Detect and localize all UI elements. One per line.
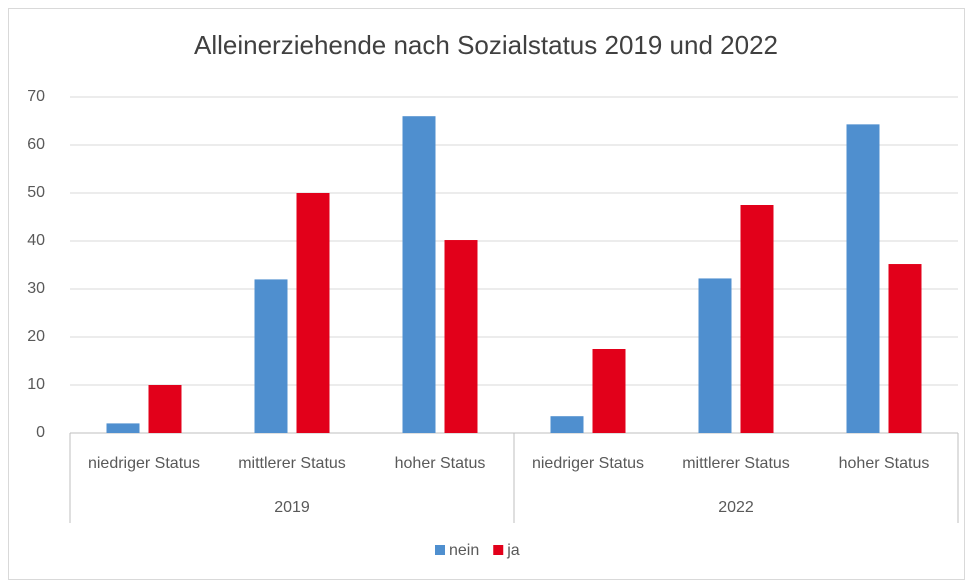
bar — [846, 124, 880, 434]
bar — [296, 193, 330, 433]
legend-swatch — [493, 545, 504, 555]
chart-title: Alleinerziehende nach Sozialstatus 2019 … — [194, 30, 778, 60]
group-label: 2022 — [718, 499, 754, 516]
bar — [698, 278, 732, 433]
bar — [740, 205, 774, 433]
x-tick-label: niedriger Status — [532, 455, 644, 472]
x-tick-label: niedriger Status — [88, 455, 200, 472]
y-tick-label: 10 — [27, 376, 45, 393]
y-tick-label: 30 — [27, 280, 45, 297]
y-tick-label: 70 — [27, 88, 45, 105]
bar — [402, 116, 436, 433]
bar — [592, 349, 626, 433]
bar — [888, 264, 922, 433]
x-tick-label: mittlerer Status — [238, 455, 346, 472]
legend-swatch — [435, 545, 445, 555]
y-tick-label: 20 — [27, 328, 45, 345]
bar — [148, 385, 182, 433]
bar — [254, 279, 288, 433]
y-tick-label: 50 — [27, 184, 45, 201]
legend-label: nein — [449, 542, 479, 559]
bar — [444, 240, 478, 433]
y-tick-label: 40 — [27, 232, 45, 249]
chart-frame — [8, 8, 965, 580]
legend-label: ja — [506, 542, 520, 559]
bar — [106, 423, 140, 433]
x-tick-label: mittlerer Status — [682, 455, 790, 472]
y-tick-label: 60 — [27, 136, 45, 153]
y-tick-label: 0 — [36, 424, 45, 441]
x-tick-label: hoher Status — [395, 455, 486, 472]
group-label: 2019 — [274, 499, 310, 516]
bar — [550, 416, 584, 433]
x-tick-label: hoher Status — [839, 455, 930, 472]
